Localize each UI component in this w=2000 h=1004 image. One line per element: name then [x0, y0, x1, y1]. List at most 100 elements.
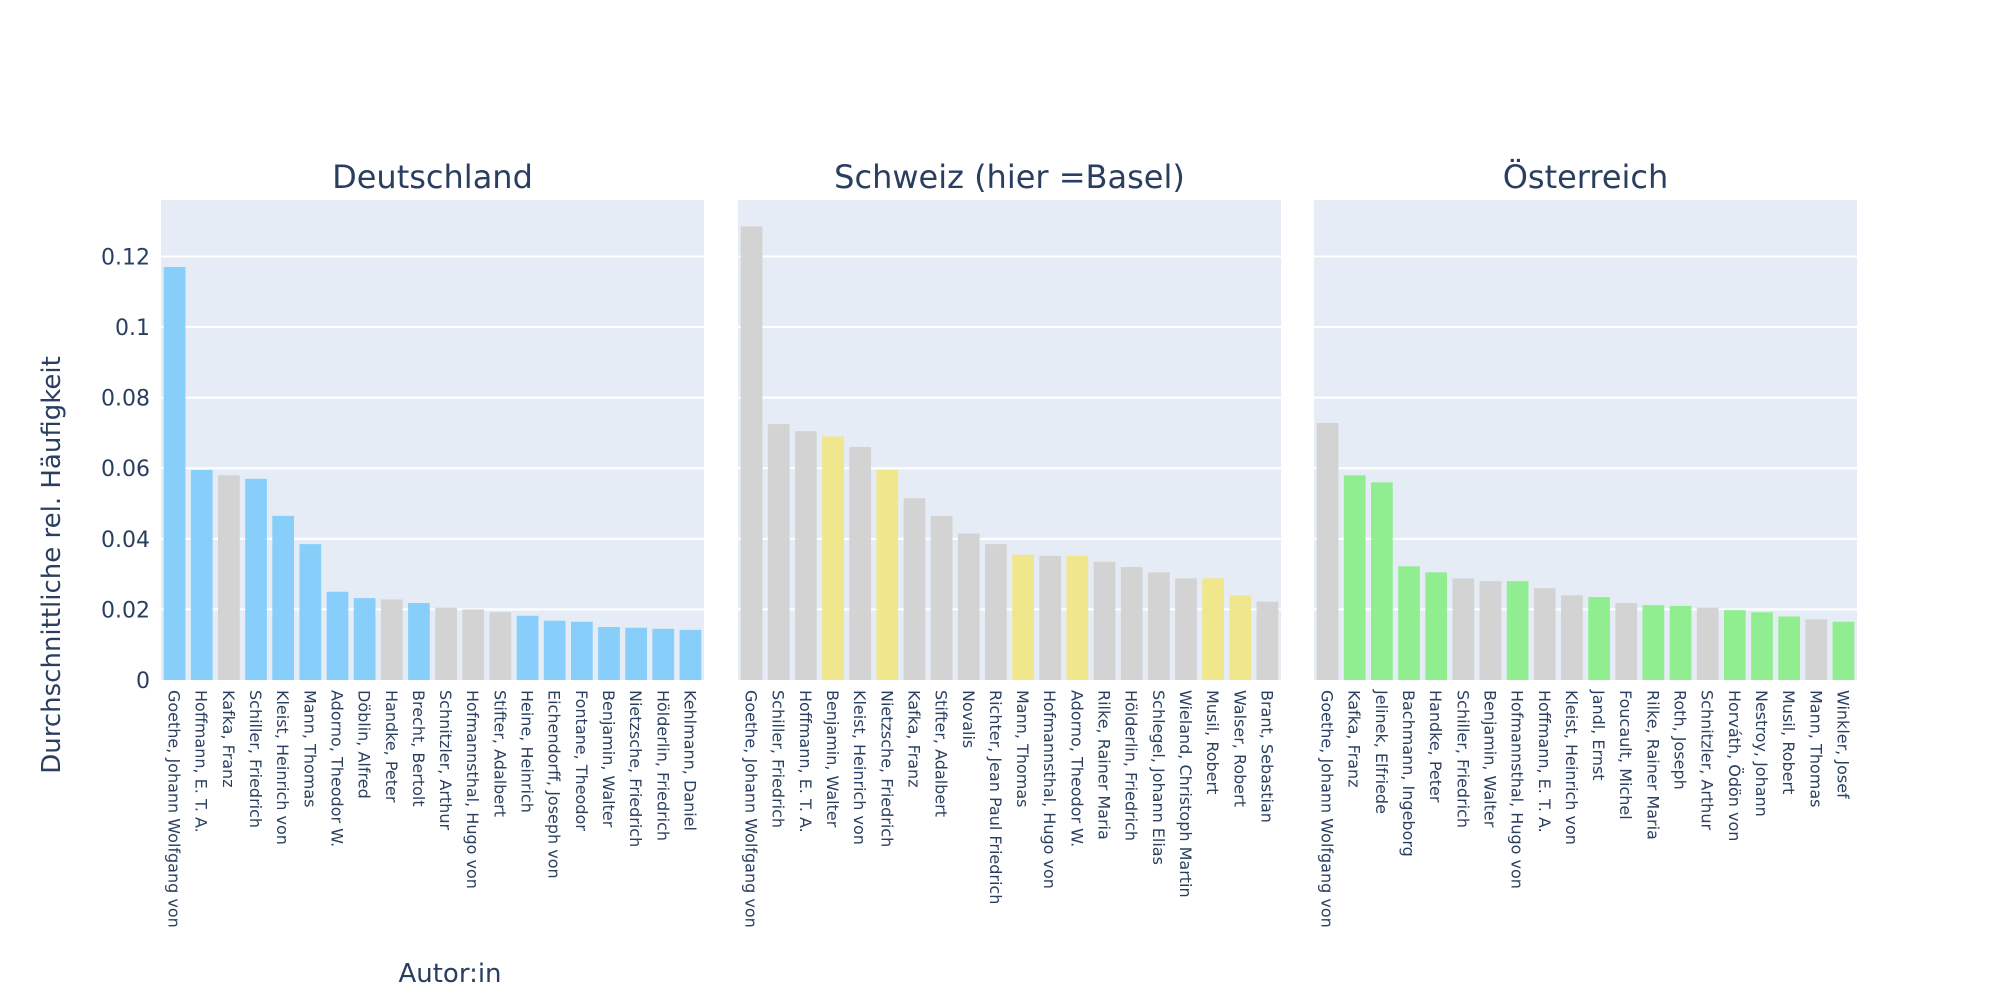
x-tick-label: Schiller, Friedrich [769, 690, 788, 828]
x-tick-label: Hoffmann, E. T. A. [1535, 690, 1554, 833]
x-tick-label: Mann, Thomas [1013, 690, 1032, 807]
x-tick-label: Kleist, Heinrich von [1562, 690, 1581, 845]
bar [1147, 572, 1170, 680]
x-tick-label: Kehlmann, Daniel [680, 690, 699, 831]
x-tick-label: Kleist, Heinrich von [850, 690, 869, 845]
bar [163, 267, 186, 680]
x-tick-label: Foucault, Michel [1616, 690, 1635, 820]
bar [1832, 621, 1855, 680]
bar [652, 628, 675, 680]
bar [1398, 566, 1420, 680]
x-tick-label: Handke, Peter [1426, 690, 1445, 803]
x-tick-label: Mann, Thomas [300, 690, 319, 808]
bar [876, 470, 899, 680]
y-tick-label: 0.08 [101, 387, 150, 412]
x-tick-label: Heine, Heinrich [518, 690, 537, 813]
bar [1425, 572, 1448, 680]
x-tick-label: Hofmannsthal, Hugo von [1508, 690, 1527, 889]
bar [1561, 595, 1583, 680]
bar [489, 612, 512, 680]
bar [408, 603, 430, 680]
x-tick-label: Benjamin, Walter [1480, 690, 1499, 828]
x-tick-label: Brant, Sebastian [1257, 690, 1276, 823]
x-tick-label: Döblin, Alfred [355, 690, 374, 799]
bar [1120, 567, 1143, 680]
bar [1778, 616, 1800, 680]
bar [1093, 561, 1116, 680]
subplot: Österreich Goethe, Johann Wolfgang von Kaf… [1314, 158, 1857, 928]
x-tick-label: Nestroy, Johann [1752, 690, 1771, 817]
bar [1316, 423, 1339, 680]
bar [1669, 605, 1692, 680]
x-tick-label: Schlegel, Johann Elias [1149, 690, 1168, 865]
plot-background [1314, 200, 1857, 680]
y-tick-label: 0 [136, 669, 150, 694]
bar [679, 629, 702, 680]
plot-background [738, 200, 1281, 680]
bar [1256, 601, 1279, 680]
x-tick-label: Kleist, Heinrich von [273, 690, 292, 845]
x-tick-label: Eichendorff, Joseph von [545, 690, 564, 879]
x-tick-label: Fontane, Theodor [572, 690, 591, 831]
bar [957, 533, 980, 680]
x-tick-label: Goethe, Johann Wolfgang von [742, 690, 761, 928]
x-tick-label: Walser, Robert [1230, 690, 1249, 807]
x-tick-label: Hölderlin, Friedrich [653, 690, 672, 841]
bar [245, 478, 267, 680]
bar [353, 598, 376, 680]
bar [570, 621, 593, 680]
bar [1642, 605, 1665, 680]
x-tick-label: Horváth, Ödön von [1725, 690, 1744, 841]
x-tick-label: Hofmannsthal, Hugo von [1040, 690, 1059, 889]
bar [1696, 607, 1719, 680]
x-tick-label: Schiller, Friedrich [1453, 690, 1472, 828]
bar [849, 447, 872, 680]
x-tick-label: Goethe, Johann Wolfgang von [165, 690, 184, 928]
x-tick-label: Winkler, Josef [1833, 690, 1852, 799]
x-tick-label: Schnitzler, Arthur [436, 690, 455, 830]
y-tick-label: 0.12 [101, 245, 150, 270]
bar [1615, 603, 1638, 680]
x-tick-label: Kafka, Franz [1345, 690, 1364, 788]
y-axis-title: Durchschnittliche rel. Häufigkeit [37, 356, 67, 774]
x-tick-label: Adorno, Theodor W. [1067, 690, 1086, 847]
x-tick-label: Hofmannsthal, Hugo von [463, 690, 482, 889]
bar [1533, 588, 1556, 680]
bar [326, 591, 349, 680]
y-axis: 0 0.02 0.04 0.06 0.08 0.1 0.12 [101, 245, 150, 694]
bar [272, 515, 295, 680]
bar [1751, 612, 1773, 680]
bar [1343, 475, 1366, 680]
bar [930, 515, 953, 680]
x-tick-label: Wieland, Christoph Martin [1176, 690, 1195, 898]
bar [516, 615, 539, 680]
x-tick-label: Benjamin, Walter [823, 690, 842, 828]
x-tick-label: Nietzsche, Friedrich [877, 690, 896, 847]
bar [1452, 578, 1475, 680]
bar [1506, 581, 1529, 680]
x-tick-label: Rilke, Rainer Maria [1643, 690, 1662, 840]
subplot: Deutschland Goethe, Johann Wolfgang von Ho… [161, 158, 704, 928]
x-tick-label: Hölderlin, Friedrich [1122, 690, 1141, 841]
x-tick-label: Goethe, Johann Wolfgang von [1318, 690, 1337, 928]
bar [625, 627, 647, 680]
bar [380, 599, 403, 680]
x-tick-label: Rilke, Rainer Maria [1095, 690, 1114, 840]
bar [1066, 555, 1089, 680]
x-tick-label: Handke, Peter [382, 690, 401, 803]
bar [1039, 555, 1062, 680]
x-tick-label: Musil, Robert [1203, 690, 1222, 794]
bar [218, 475, 240, 680]
bar [1175, 578, 1197, 680]
bar [598, 627, 620, 680]
x-tick-label: Stifter, Adalbert [490, 690, 509, 817]
bar [1229, 595, 1252, 680]
x-tick-label: Schnitzler, Arthur [1698, 690, 1717, 830]
bar [1012, 554, 1034, 680]
bar [740, 226, 763, 680]
x-tick-label: Kafka, Franz [219, 690, 238, 788]
subplot: Schweiz (hier =Basel) Goethe, Johann Wolf… [738, 158, 1281, 928]
x-tick-label: Jelinek, Elfriede [1372, 689, 1391, 814]
